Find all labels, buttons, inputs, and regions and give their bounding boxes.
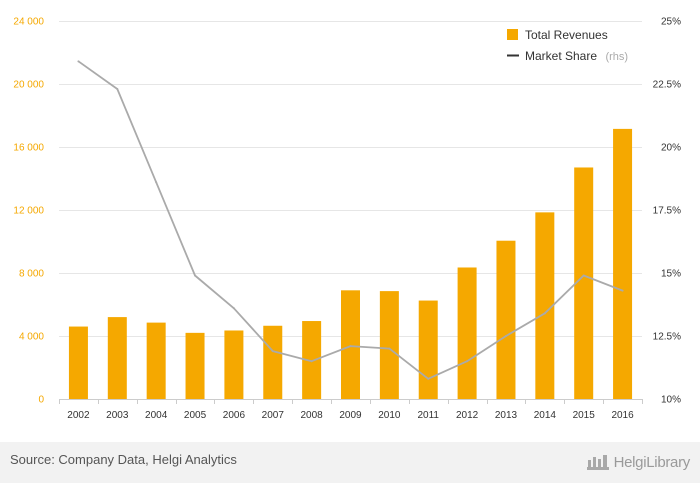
chart-svg: 0 4 000 8 000 12 000 16 000 20 000 24 000 10% 12… bbox=[13, 17, 681, 422]
brand-logo: HelgiLibrary bbox=[586, 451, 690, 473]
legend-total-revenues: Total Revenues bbox=[525, 28, 608, 42]
x-tick-label: 2007 bbox=[262, 410, 285, 421]
x-tick-label: 2002 bbox=[67, 410, 90, 421]
bar-2004 bbox=[146, 322, 166, 399]
market-share-point-2014 bbox=[543, 312, 546, 315]
axes: 0 4 000 8 000 12 000 16 000 20 000 24 000 10% 12… bbox=[13, 17, 681, 422]
legend-market-share: Market Share (rhs) bbox=[525, 47, 628, 64]
bar-2013 bbox=[496, 240, 516, 399]
legend-bar-swatch bbox=[507, 29, 518, 40]
market-share-point-2002 bbox=[77, 60, 80, 63]
x-tick-label: 2004 bbox=[145, 410, 168, 421]
market-share-point-2010 bbox=[388, 347, 391, 350]
footer: Source: Company Data, Helgi Analytics He… bbox=[0, 442, 700, 483]
bar-2011 bbox=[418, 300, 438, 399]
bar-series bbox=[68, 128, 633, 399]
y-right-tick-label: 12.5% bbox=[653, 332, 681, 343]
market-share-point-2009 bbox=[349, 345, 352, 348]
x-tick-label: 2013 bbox=[495, 410, 518, 421]
bar-2010 bbox=[379, 291, 399, 399]
market-share-point-2004 bbox=[155, 181, 158, 184]
market-share-point-2007 bbox=[271, 350, 274, 353]
bar-2012 bbox=[457, 267, 477, 399]
y-right-tick-label: 10% bbox=[661, 395, 681, 406]
market-share-point-2005 bbox=[194, 274, 197, 277]
brand-name: HelgiLibrary bbox=[613, 453, 691, 471]
x-tick-label: 2014 bbox=[534, 410, 557, 421]
y-right-tick-label: 25% bbox=[661, 17, 681, 28]
y-left-tick-label: 4 000 bbox=[19, 332, 44, 343]
market-share-point-2008 bbox=[310, 360, 313, 363]
source-note: Source: Company Data, Helgi Analytics bbox=[10, 452, 237, 467]
bar-2015 bbox=[574, 167, 594, 399]
x-tick-label: 2015 bbox=[573, 410, 596, 421]
x-tick-label: 2009 bbox=[339, 410, 362, 421]
y-right-tick-label: 17.5% bbox=[653, 206, 681, 217]
x-tick-label: 2006 bbox=[223, 410, 246, 421]
bar-2009 bbox=[341, 290, 360, 399]
bar-2014 bbox=[535, 212, 555, 399]
bar-2007 bbox=[263, 325, 283, 399]
y-left-tick-label: 12 000 bbox=[13, 206, 44, 217]
bar-2005 bbox=[185, 332, 205, 399]
line-series bbox=[77, 60, 624, 380]
market-share-point-2003 bbox=[116, 88, 119, 91]
legend-market-share-name: Market Share bbox=[525, 49, 597, 63]
legend: Total Revenues Market Share (rhs) bbox=[507, 28, 628, 64]
legend-market-share-suffix: (rhs) bbox=[605, 51, 628, 63]
y-right-tick-label: 20% bbox=[661, 143, 681, 154]
library-icon bbox=[586, 455, 609, 470]
x-tick-label: 2005 bbox=[184, 410, 207, 421]
y-left-tick-label: 0 bbox=[38, 395, 44, 406]
y-right-tick-label: 15% bbox=[661, 269, 681, 280]
x-tick-label: 2010 bbox=[378, 410, 401, 421]
y-left-tick-label: 24 000 bbox=[13, 17, 44, 28]
market-share-point-2012 bbox=[466, 360, 469, 363]
y-left-tick-label: 8 000 bbox=[19, 269, 44, 280]
bar-2002 bbox=[68, 326, 88, 399]
market-share-point-2013 bbox=[504, 335, 507, 337]
bar-2016 bbox=[613, 128, 633, 399]
market-share-point-2011 bbox=[427, 377, 430, 380]
y-left-tick-label: 16 000 bbox=[13, 143, 44, 154]
bar-2008 bbox=[302, 321, 322, 399]
y-left-tick-label: 20 000 bbox=[13, 80, 44, 91]
x-tick-label: 2016 bbox=[611, 410, 634, 421]
market-share-point-2016 bbox=[621, 289, 624, 292]
x-tick-label: 2012 bbox=[456, 410, 479, 421]
bar-2003 bbox=[107, 317, 127, 399]
market-share-point-2015 bbox=[582, 274, 585, 277]
bar-2006 bbox=[224, 330, 244, 399]
x-tick-label: 2003 bbox=[106, 410, 129, 421]
market-share-point-2006 bbox=[232, 307, 235, 310]
x-tick-label: 2011 bbox=[417, 410, 439, 421]
x-tick-label: 2008 bbox=[301, 410, 324, 421]
grid-lines bbox=[59, 21, 642, 337]
y-right-tick-label: 22.5% bbox=[653, 80, 681, 91]
